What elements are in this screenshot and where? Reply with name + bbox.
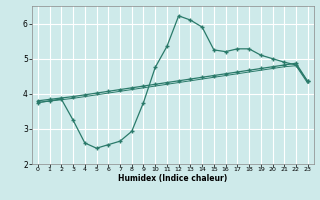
X-axis label: Humidex (Indice chaleur): Humidex (Indice chaleur) <box>118 174 228 183</box>
